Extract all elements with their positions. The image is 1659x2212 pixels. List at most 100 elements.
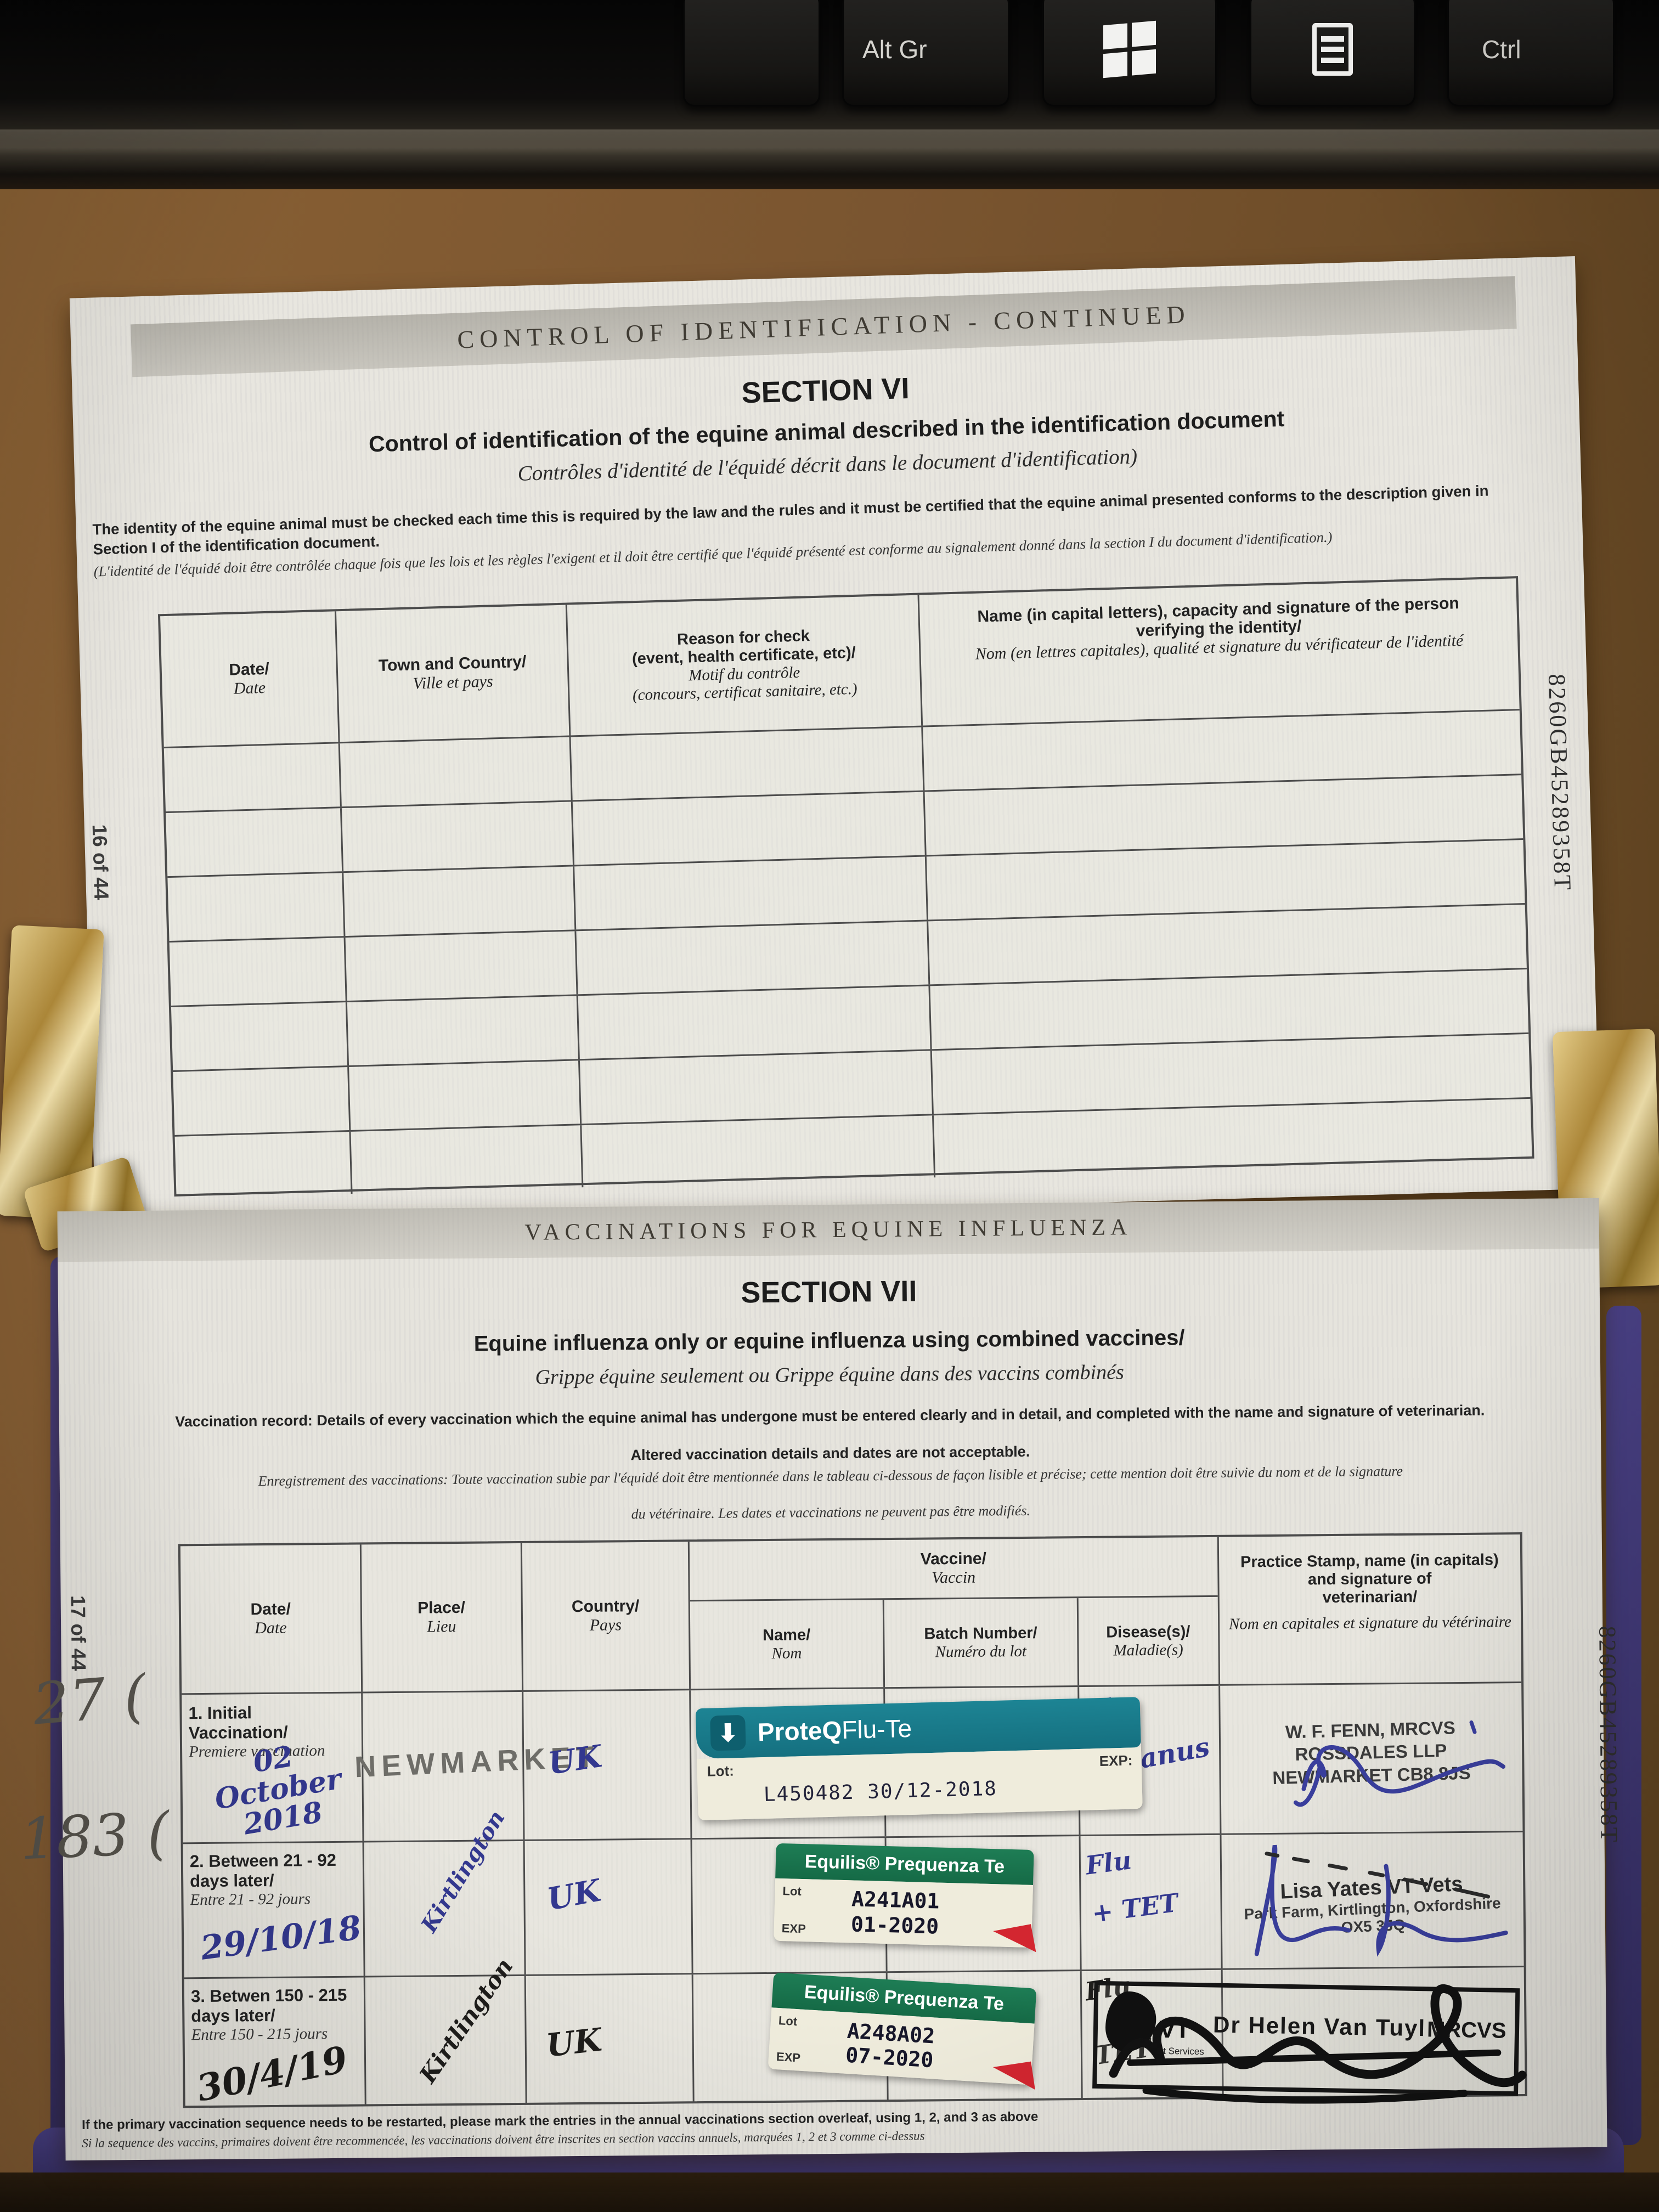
key-label: Ctrl <box>1482 35 1521 64</box>
vacc-row-3: 3. Betwen 150 - 215 days later/ Entre 15… <box>184 1954 1527 2110</box>
equilis-prequenza-sticker-1: Equilis® Prequenza Te Lot EXP A241A01 01… <box>774 1843 1036 1960</box>
row2-label-fr: Entre 21 - 92 jours <box>190 1890 311 1909</box>
equilis-prequenza-sticker-2: Equilis® Prequenza Te Lot EXP A248A02 07… <box>768 1972 1037 2096</box>
row1-country-cell: UK <box>523 1690 692 1839</box>
row2-country-handwriting: UK <box>544 1872 603 1918</box>
row3-label-en2: days later/ <box>191 2005 275 2026</box>
header-town-en: Town and Country/ <box>378 652 527 675</box>
sticker-lot-label: Lot <box>782 1884 802 1898</box>
vacc-header-date: Date/ Date <box>180 1544 363 1694</box>
header-town-fr: Ville et pays <box>413 672 494 693</box>
sticker-lot-label: Lot <box>778 2013 798 2029</box>
page1-banner-text: CONTROL OF IDENTIFICATION - CONTINUED <box>456 300 1191 354</box>
keyboard-key-ctrl: Ctrl <box>1447 0 1615 106</box>
vt-practice-stamp-box: VT Vet Services Dr Helen Van Tuyl MRCVS <box>1092 1980 1527 2104</box>
h-name-en: Name/ <box>762 1626 811 1644</box>
vacc-header-disease: Disease(s)/ Maladie(s) <box>1078 1597 1218 1685</box>
h-place-en: Place/ <box>417 1598 466 1617</box>
row3-disease-cell: Flu TET VT Vet Services Dr Helen Van Tuy… <box>1081 1970 1527 2104</box>
header-date-en: Date/ <box>228 659 270 679</box>
row2-place-cell: Kirtlington <box>364 1806 526 1976</box>
key-label: Alt Gr <box>862 35 927 64</box>
h-disease-fr: Maladie(s) <box>1113 1640 1183 1660</box>
row2-label-en: 2. Between 21 - 92 <box>189 1850 337 1871</box>
h-country-en: Country/ <box>571 1597 640 1616</box>
page2-section-title: SECTION VII <box>741 1274 917 1310</box>
vacc-header-name: Name/ Nom <box>690 1600 885 1689</box>
h-place-fr: Lieu <box>426 1617 456 1636</box>
passport-page-section-vii: VACCINATIONS FOR EQUINE INFLUENZA SECTIO… <box>19 1198 1623 2161</box>
h-stamp-fr: Nom en capitales et signature du vétérin… <box>1228 1613 1511 1633</box>
keyboard-key-altgr: Alt Gr <box>842 0 1009 106</box>
keyboard-key-blank <box>683 0 820 106</box>
proteq-brand-suffix: Flu-Te <box>841 1713 912 1745</box>
sticker-lot-exp-value: L450482 30/12-2018 <box>763 1777 998 1807</box>
row3-country-cell: UK <box>526 1974 695 2104</box>
row2-stamp-cell: Lisa Yates VT Vets Park Farm, Kirtlingto… <box>1221 1832 1524 1968</box>
page2-title-fr: Grippe équine seulement ou Grippe équine… <box>535 1361 1124 1389</box>
row1-vaccine-name-cell: ⬇ ProteQ Flu-Te Lot: EXP: L450482 30/12-2… <box>691 1689 1143 1838</box>
row1-country-handwriting: UK <box>545 1738 604 1782</box>
vacc-row-1: 1. Initial Vaccination/ Premiere vaccina… <box>182 1681 1523 1843</box>
sticker-exp-label: EXP <box>776 2050 801 2065</box>
vacc-header-stamp: Practice Stamp, name (in capitals) and s… <box>1218 1534 1521 1684</box>
page2-title-en: Equine influenza only or equine influenz… <box>473 1325 1185 1356</box>
h-date-en: Date/ <box>250 1600 291 1619</box>
header-verifier: Name (in capital letters), capacity and … <box>919 578 1520 725</box>
vacc-header-vaccine: Vaccine/ Vaccin <box>689 1537 1218 1602</box>
passport-page-section-vi: CONTROL OF IDENTIFICATION - CONTINUED SE… <box>69 256 1601 1231</box>
sticker-exp-value: 01-2020 <box>850 1912 939 1939</box>
vacc-header-country: Country/ Pays <box>522 1542 691 1690</box>
row2-vaccine-name-cell: Equilis® Prequenza Te Lot EXP A241A01 01… <box>692 1838 1036 1973</box>
h-batch-fr: Numéro du lot <box>935 1642 1027 1661</box>
sticker-exp-value: 07-2020 <box>845 2042 934 2073</box>
page2-note-en1: Vaccination record: Details of every vac… <box>175 1402 1485 1430</box>
h-vaccine-en: Vaccine/ <box>920 1549 987 1568</box>
vet-signature-blue-2 <box>1254 1844 1508 1957</box>
row3-label-en: 3. Betwen 150 - 215 <box>190 1985 347 2006</box>
proteq-flu-te-sticker: ⬇ ProteQ Flu-Te Lot: EXP: L450482 30/12-2… <box>695 1697 1143 1821</box>
vacc-header-place: Place/ Lieu <box>361 1543 523 1692</box>
h-vaccine-fr: Vaccin <box>931 1568 976 1587</box>
h-disease-en: Disease(s)/ <box>1106 1622 1190 1641</box>
vacc-row-2: 2. Between 21 - 92 days later/ Entre 21 … <box>183 1806 1524 1978</box>
sticker-exp-label: EXP: <box>1099 1752 1133 1770</box>
proteq-brand: ProteQ <box>757 1716 842 1747</box>
page1-page-number: 16 of 44 <box>88 823 113 900</box>
row2-disease-handwriting: Flu + TET <box>1084 1845 1181 1929</box>
equilis-brand: Equilis® Prequenza Te <box>804 1850 1005 1877</box>
keyboard-key-windows <box>1042 0 1217 106</box>
h-stamp-en2: veterinarian/ <box>1322 1588 1418 1607</box>
page2-page-number: 17 of 44 <box>66 1595 90 1671</box>
row1-label-cell: 1. Initial Vaccination/ Premiere vaccina… <box>182 1693 364 1843</box>
row3-label-cell: 3. Betwen 150 - 215 days later/ Entre 15… <box>184 1977 366 2110</box>
vacc-header-row: Date/ Date Place/ Lieu Country/ Pays Vac… <box>180 1534 1521 1694</box>
vet-signature-black <box>1109 1984 1527 2104</box>
margin-pencil-note-183: 183 ( <box>18 1799 171 1873</box>
header-town-country: Town and Country/ Ville et pays <box>336 605 571 742</box>
sticker-exp-label: EXP <box>781 1921 806 1936</box>
proteq-arrow-icon: ⬇ <box>710 1714 746 1751</box>
h-country-fr: Pays <box>589 1616 622 1634</box>
row2-disease-cell: Flu + TET <box>1080 1835 1223 1970</box>
vacc-header-batch: Batch Number/ Numéro du lot <box>884 1598 1079 1688</box>
page2-serial-number: 8260GB45289358T <box>1594 1626 1623 1844</box>
vet-signature-blue <box>1294 1720 1506 1807</box>
page1-serial-number: 8260GB45289358T <box>1543 673 1577 892</box>
windows-logo-icon <box>1103 20 1156 78</box>
identification-check-table: Date/ Date Town and Country/ Ville et pa… <box>157 576 1534 1199</box>
keyboard-key-menu <box>1250 0 1415 106</box>
row3-vaccine-name-cell: Equilis® Prequenza Te Lot EXP A248A02 07… <box>693 1972 1037 2103</box>
sticker-lot-label: Lot: <box>707 1762 735 1780</box>
vacc-header-vaccine-group: Vaccine/ Vaccin Name/ Nom Batch Number/ … <box>689 1537 1220 1689</box>
sticker-lot-value: A241A01 <box>851 1887 940 1914</box>
h-date-fr: Date <box>255 1618 287 1638</box>
menu-key-icon <box>1312 23 1353 76</box>
margin-pencil-note-27: 27 ( <box>30 1662 149 1738</box>
keyboard: Alt Gr Ctrl <box>0 0 1659 189</box>
row2-date-handwriting: 29/10/18 <box>198 1908 364 1968</box>
row2-country-cell: UK <box>524 1839 693 1974</box>
page2-note-fr2: du vétérinaire. Les dates et vaccination… <box>631 1502 1031 1522</box>
vacc-header-vaccine-sub: Name/ Nom Batch Number/ Numéro du lot Di… <box>690 1597 1218 1689</box>
